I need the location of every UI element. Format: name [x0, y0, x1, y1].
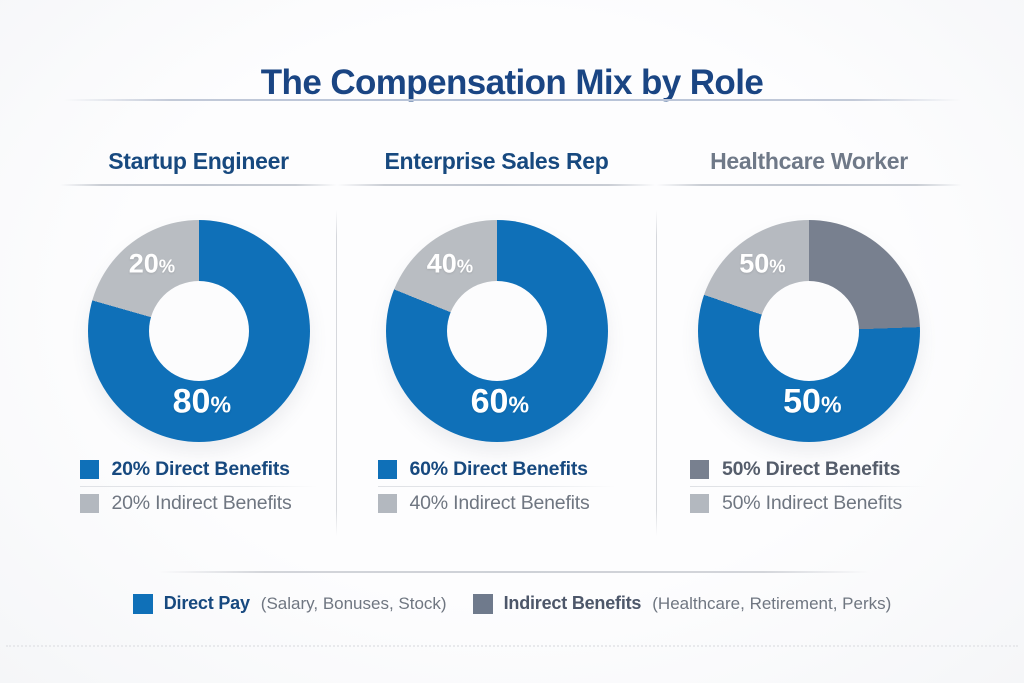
donut-direct-label: 50% — [783, 382, 842, 421]
column-legend: 60% Direct Benefits 40% Indirect Benefit… — [377, 455, 616, 518]
indirect-swatch — [79, 494, 99, 513]
page-title: The Compensation Mix by Role — [260, 63, 764, 103]
legend-label: 20% Indirect Benefits — [111, 492, 292, 514]
footer-legend: Direct Pay (Salary, Bonuses, Stock) Indi… — [0, 593, 1024, 614]
indirect-swatch — [690, 494, 709, 513]
column-legend: 20% Direct Benefits 20% Indirect Benefit… — [79, 455, 318, 518]
legend-label: 50% Indirect Benefits — [722, 492, 903, 514]
footer-legend-detail: (Salary, Bonuses, Stock) — [260, 593, 447, 613]
donut-indirect-label: 20% — [128, 248, 176, 279]
column-title: Healthcare Worker — [710, 148, 908, 174]
column-title: Enterprise Sales Rep — [384, 148, 609, 174]
chart-column-startup-engineer: Startup Engineer 20% 80% 20% Direct Bene… — [60, 140, 337, 518]
legend-item-indirect: 40% Indirect Benefits — [377, 489, 616, 518]
indirect-benefits-swatch — [472, 593, 493, 614]
legend-item-direct: 50% Direct Benefits — [690, 455, 928, 484]
direct-swatch — [377, 460, 397, 479]
legend-divider — [377, 486, 616, 487]
column-divider — [336, 210, 337, 536]
footer-legend-item-direct-pay: Direct Pay (Salary, Bonuses, Stock) — [132, 593, 447, 614]
direct-swatch — [690, 460, 709, 479]
footer-legend-item-indirect-benefits: Indirect Benefits (Healthcare, Retiremen… — [472, 593, 892, 614]
indirect-swatch — [377, 494, 397, 513]
chart-column-healthcare-worker: Healthcare Worker 50% 50% 50% Direct Ben… — [656, 140, 962, 518]
footer-legend-detail: (Healthcare, Retirement, Perks) — [652, 593, 892, 613]
donut-hole — [759, 281, 859, 381]
legend-item-direct: 20% Direct Benefits — [79, 455, 318, 484]
legend-label: 40% Indirect Benefits — [409, 492, 590, 514]
chart-column-enterprise-sales-rep: Enterprise Sales Rep 40% 60% 60% Direct … — [337, 140, 656, 518]
column-legend: 50% Direct Benefits 50% Indirect Benefit… — [690, 455, 928, 518]
column-title-underline — [60, 184, 337, 186]
column-title-underline — [337, 184, 656, 186]
legend-label: 20% Direct Benefits — [111, 458, 290, 480]
donut-hole — [148, 281, 249, 381]
legend-item-direct: 60% Direct Benefits — [377, 455, 616, 484]
column-title-underline — [656, 184, 962, 186]
donut-chart-enterprise-sales-rep: 40% 60% — [385, 220, 608, 442]
donut-direct-label: 80% — [172, 382, 232, 421]
footer-legend-label: Indirect Benefits — [503, 593, 642, 613]
footer-divider — [158, 571, 870, 573]
donut-indirect-label: 40% — [426, 248, 474, 279]
footer-legend-label: Direct Pay — [163, 593, 250, 613]
donut-chart-startup-engineer: 20% 80% — [87, 220, 310, 442]
legend-divider — [690, 486, 928, 487]
donut-hole — [446, 281, 547, 381]
direct-pay-swatch — [132, 593, 153, 614]
direct-swatch — [79, 460, 99, 479]
donut-chart-healthcare-worker: 50% 50% — [698, 220, 920, 442]
legend-item-indirect: 20% Indirect Benefits — [79, 489, 318, 518]
column-divider — [656, 210, 657, 536]
bottom-dotted-divider — [6, 645, 1018, 647]
column-title: Startup Engineer — [108, 148, 289, 174]
donut-direct-label: 60% — [470, 382, 530, 421]
legend-item-indirect: 50% Indirect Benefits — [690, 489, 928, 518]
legend-label: 50% Direct Benefits — [722, 458, 901, 480]
legend-divider — [79, 486, 318, 487]
donut-indirect-label: 50% — [739, 248, 786, 279]
legend-label: 60% Direct Benefits — [409, 458, 588, 480]
title-divider — [64, 99, 961, 101]
